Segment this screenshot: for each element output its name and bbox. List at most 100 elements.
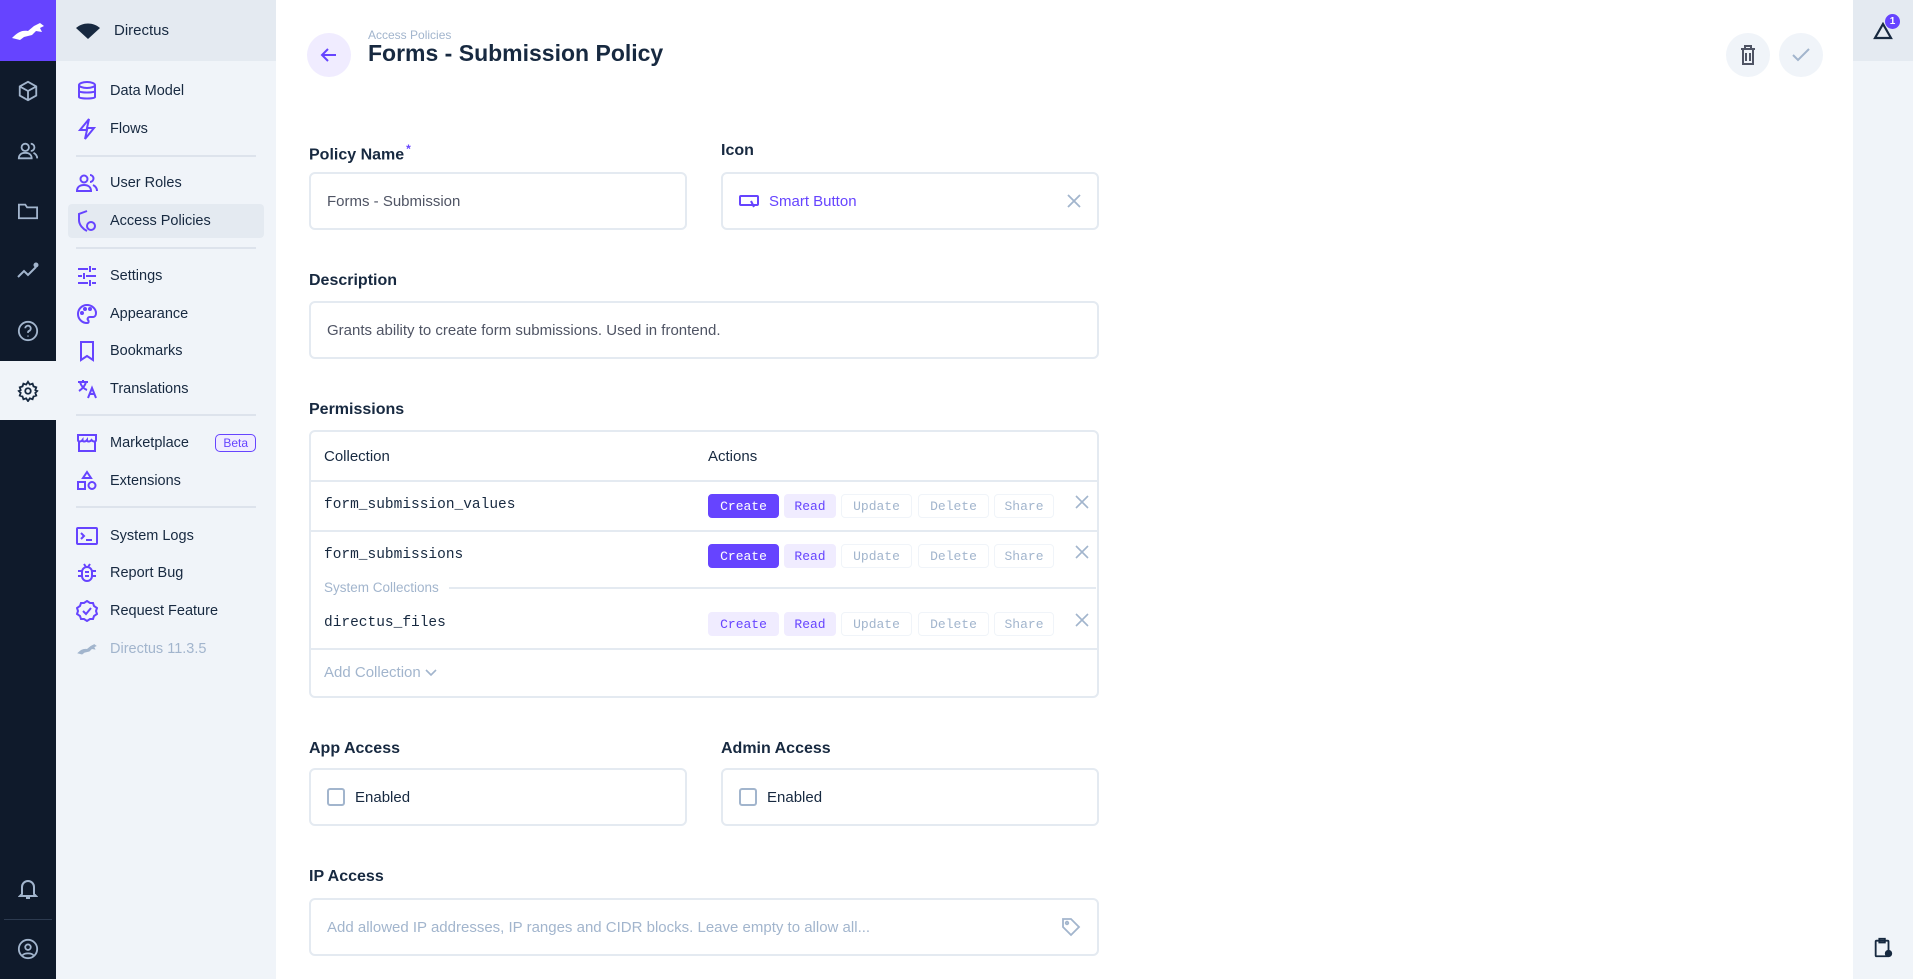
beta-badge: Beta <box>215 434 256 452</box>
wifi-icon <box>76 23 100 39</box>
remove-row-icon[interactable] <box>1075 495 1089 509</box>
notifications-toggle[interactable]: 1 <box>1853 0 1913 61</box>
tune-icon <box>76 265 98 287</box>
collection-name[interactable]: form_submission_values <box>324 497 516 513</box>
clear-icon[interactable] <box>1067 194 1081 208</box>
nav-item-data-model[interactable]: Data Model <box>68 74 264 108</box>
settings-module-button[interactable] <box>0 361 56 420</box>
content-module-button[interactable] <box>0 61 56 120</box>
remove-row-icon[interactable] <box>1075 545 1089 559</box>
files-module-button[interactable] <box>0 181 56 240</box>
users-module-button[interactable] <box>0 121 56 180</box>
permission-read-toggle[interactable]: Read <box>784 494 836 518</box>
description-input[interactable]: Grants ability to create form submission… <box>309 301 1099 359</box>
permission-read-toggle[interactable]: Read <box>784 612 836 636</box>
remove-row-icon[interactable] <box>1075 613 1089 627</box>
nav-item-label: Data Model <box>110 83 185 99</box>
icon-select[interactable]: Smart Button <box>721 172 1099 230</box>
ip-access-label: IP Access <box>309 868 384 885</box>
permission-share-toggle[interactable]: Share <box>994 494 1054 518</box>
directus-logo[interactable] <box>0 0 56 61</box>
notification-badge: 1 <box>1885 14 1900 29</box>
bell-icon <box>18 879 38 899</box>
column-collection: Collection <box>324 448 390 465</box>
checkbox-icon <box>739 788 757 806</box>
help-module-button[interactable] <box>0 301 56 360</box>
smart-button-icon <box>739 195 759 208</box>
permission-delete-toggle[interactable]: Delete <box>918 544 989 568</box>
policy-name-input[interactable]: Forms - Submission <box>309 172 687 230</box>
nav-item-request-feature[interactable]: Request Feature <box>68 594 264 628</box>
back-button[interactable] <box>307 33 351 77</box>
permission-delete-toggle[interactable]: Delete <box>918 612 989 636</box>
table-row: form_submissions Create Read Update Delete Sh… <box>311 532 1097 582</box>
description-label: Description <box>309 272 398 289</box>
help-icon <box>17 320 39 341</box>
nav-item-marketplace[interactable]: Marketplace Beta <box>68 426 264 460</box>
permission-update-toggle[interactable]: Update <box>841 544 912 568</box>
trash-icon <box>1741 45 1755 65</box>
nav-item-label: Settings <box>110 268 163 284</box>
delete-button[interactable] <box>1726 33 1770 77</box>
bookmark-icon <box>76 340 98 362</box>
permissions-label: Permissions <box>309 401 405 418</box>
bolt-icon <box>76 118 98 140</box>
check-icon <box>1792 48 1810 62</box>
clipboard-icon[interactable] <box>1872 937 1894 964</box>
nav-item-label: Report Bug <box>110 565 184 581</box>
nav-item-flows[interactable]: Flows <box>68 112 264 146</box>
permission-read-toggle[interactable]: Read <box>784 544 836 568</box>
nav-item-label: Flows <box>110 121 148 137</box>
nav-item-label: Appearance <box>110 306 189 322</box>
settings-navigation: Directus Data Model Flows User Roles Access… <box>56 0 276 979</box>
nav-item-settings[interactable]: Settings <box>68 259 264 293</box>
sidebar-right: 1 <box>1853 0 1913 979</box>
breadcrumb[interactable]: Access Policies <box>368 28 452 42</box>
user-avatar-button[interactable] <box>0 919 56 978</box>
permission-create-toggle[interactable]: Create <box>708 612 779 636</box>
gear-icon <box>17 379 39 402</box>
nav-item-label: Translations <box>110 381 189 397</box>
warning-triangle-icon <box>1873 21 1893 39</box>
project-header[interactable]: Directus <box>56 0 276 61</box>
nav-item-report-bug[interactable]: Report Bug <box>68 556 264 590</box>
nav-item-label: Bookmarks <box>110 343 183 359</box>
policy-name-value: Forms - Submission <box>327 192 461 210</box>
save-button[interactable] <box>1779 33 1823 77</box>
permission-share-toggle[interactable]: Share <box>994 612 1054 636</box>
collection-name[interactable]: form_submissions <box>324 547 464 563</box>
nav-item-extensions[interactable]: Extensions <box>68 464 264 498</box>
ip-access-input[interactable]: Add allowed IP addresses, IP ranges and … <box>309 898 1099 956</box>
permission-delete-toggle[interactable]: Delete <box>918 494 989 518</box>
permission-create-toggle[interactable]: Create <box>708 544 779 568</box>
permission-update-toggle[interactable]: Update <box>841 612 912 636</box>
nav-item-user-roles[interactable]: User Roles <box>68 166 264 200</box>
permission-update-toggle[interactable]: Update <box>841 494 912 518</box>
nav-divider <box>76 247 256 249</box>
permission-share-toggle[interactable]: Share <box>994 544 1054 568</box>
column-actions: Actions <box>708 448 758 465</box>
permission-create-toggle[interactable]: Create <box>708 494 779 518</box>
collection-name[interactable]: directus_files <box>324 615 446 631</box>
nav-item-appearance[interactable]: Appearance <box>68 297 264 331</box>
nav-divider <box>76 506 256 508</box>
nav-item-system-logs[interactable]: System Logs <box>68 519 264 553</box>
notifications-button[interactable] <box>0 859 56 918</box>
add-collection-button[interactable]: Add Collection <box>324 664 437 681</box>
nav-item-bookmarks[interactable]: Bookmarks <box>68 334 264 368</box>
system-collections-divider: System Collections <box>324 580 1096 595</box>
version-label: Directus 11.3.5 <box>110 641 207 657</box>
insights-module-button[interactable] <box>0 241 56 300</box>
table-header: Collection Actions <box>311 432 1097 482</box>
app-access-checkbox[interactable]: Enabled <box>309 768 687 826</box>
nav-item-label: Access Policies <box>110 213 211 229</box>
cube-icon <box>18 80 38 101</box>
project-name: Directus <box>114 22 170 39</box>
terminal-icon <box>76 525 98 547</box>
permissions-table: Collection Actions form_submission_value… <box>309 430 1099 698</box>
nav-item-translations[interactable]: Translations <box>68 372 264 406</box>
directus-logo-icon <box>76 638 98 660</box>
nav-item-access-policies[interactable]: Access Policies <box>68 204 264 238</box>
admin-access-checkbox[interactable]: Enabled <box>721 768 1099 826</box>
palette-icon <box>76 303 98 325</box>
